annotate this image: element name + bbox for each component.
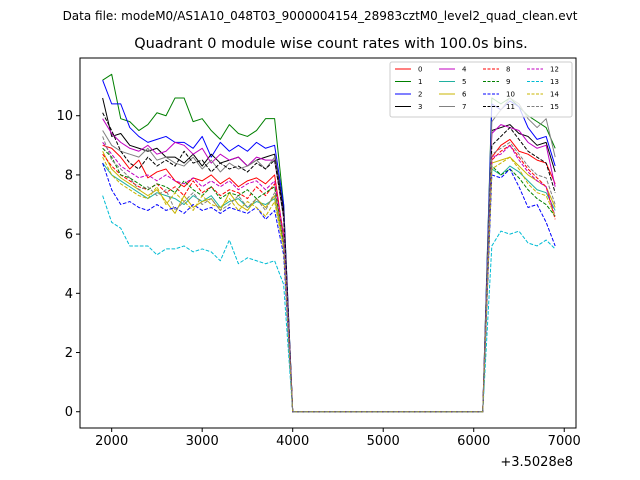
legend-label-7: 7 [462, 103, 466, 111]
x-tick-label: 4000 [276, 434, 309, 449]
legend-label-0: 0 [418, 66, 422, 74]
x-tick-label: 7000 [548, 434, 581, 449]
figure-suptitle: Data file: modeM0/AS1A10_048T03_90000041… [63, 9, 578, 23]
legend-label-12: 12 [550, 66, 559, 74]
legend-label-11: 11 [506, 103, 515, 111]
y-tick-label: 8 [65, 168, 73, 183]
legend-label-14: 14 [550, 91, 559, 99]
y-tick-label: 0 [65, 405, 73, 420]
x-axis-offset-label: +3.5028e8 [500, 455, 573, 470]
legend-label-5: 5 [462, 78, 466, 86]
plot-area: 2000 3000 4000 5000 6000 70000246810012345678… [56, 57, 581, 449]
legend-label-1: 1 [418, 78, 422, 86]
legend-box [389, 61, 573, 118]
legend-label-10: 10 [506, 91, 515, 99]
x-tick-label: 3000 [186, 434, 219, 449]
x-tick-label: 5000 [367, 434, 400, 449]
y-tick-label: 4 [65, 287, 73, 302]
legend-label-9: 9 [506, 78, 510, 86]
legend-label-8: 8 [506, 66, 510, 74]
legend-label-15: 15 [550, 103, 559, 111]
y-tick-label: 10 [56, 109, 73, 124]
legend-label-3: 3 [418, 103, 422, 111]
legend-label-2: 2 [418, 91, 422, 99]
legend-label-4: 4 [462, 66, 467, 74]
chart-title: Quadrant 0 module wise count rates with … [134, 36, 528, 52]
legend-label-13: 13 [550, 78, 559, 86]
x-tick-label: 6000 [457, 434, 490, 449]
y-tick-label: 6 [65, 228, 73, 243]
axes-frame [79, 57, 577, 429]
series-line-15 [102, 136, 556, 413]
legend-label-6: 6 [462, 91, 467, 99]
x-tick-label: 2000 [95, 434, 128, 449]
y-tick-label: 2 [65, 346, 73, 361]
